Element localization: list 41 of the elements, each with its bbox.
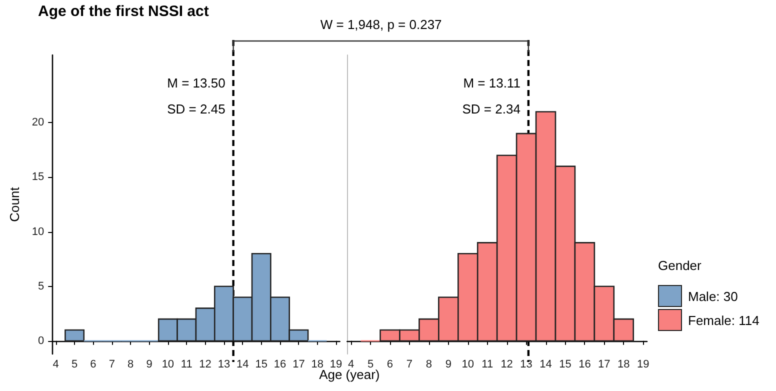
x-tick-label: 14 bbox=[540, 358, 552, 370]
x-tick-label: 9 bbox=[146, 358, 152, 370]
x-tick-label: 4 bbox=[52, 358, 59, 370]
x-tick-label: 19 bbox=[636, 358, 650, 370]
y-tick-label: 10 bbox=[32, 226, 44, 238]
x-tick-label: 9 bbox=[445, 358, 452, 370]
chart-title: Age of the first NSSI act bbox=[38, 3, 209, 20]
x-tick-label: 5 bbox=[71, 358, 78, 370]
text: W = 1,948, p = 0.237 bbox=[320, 17, 442, 32]
x-tick-label: 11 bbox=[180, 358, 192, 370]
x-tick-label: 15 bbox=[559, 358, 572, 370]
y-tick-label: 5 bbox=[38, 280, 44, 292]
x-tick-label: 11 bbox=[482, 358, 494, 370]
x-tick-label: 16 bbox=[578, 358, 591, 370]
y-tick-label: 20 bbox=[32, 116, 44, 129]
y-axis-title: Count bbox=[7, 186, 22, 222]
legend-label: Female: 114 bbox=[688, 312, 760, 328]
x-tick-label: 8 bbox=[426, 358, 432, 370]
x-tick-label: 18 bbox=[618, 358, 630, 370]
legend-title: Gender bbox=[658, 258, 702, 273]
x-tick-label: 8 bbox=[128, 358, 134, 370]
x-tick-label: 6 bbox=[90, 358, 96, 370]
x-tick-label: 7 bbox=[108, 358, 115, 370]
ref-line-label: M = 13.11 SD = 2.34 bbox=[462, 76, 520, 116]
x-tick-label: 6 bbox=[386, 358, 394, 370]
x-tick-label: 13 bbox=[520, 358, 532, 370]
ref-line-label: M = 13.50 SD = 2.45 bbox=[167, 76, 226, 116]
y-tick-label: 15 bbox=[32, 171, 44, 184]
x-tick-label: 16 bbox=[274, 358, 286, 370]
x-tick-label: 13 bbox=[218, 358, 230, 370]
x-tick-label: 15 bbox=[255, 358, 268, 370]
legend-label: Male: 30 bbox=[688, 288, 738, 304]
x-tick-label: 10 bbox=[462, 358, 474, 370]
x-tick-label: 10 bbox=[162, 358, 174, 370]
y-tick-label: 0 bbox=[38, 334, 44, 347]
x-tick-label: 7 bbox=[406, 358, 413, 370]
x-tick-label: 17 bbox=[292, 358, 305, 370]
x-tick-label: 12 bbox=[500, 358, 513, 370]
x-tick-label: 17 bbox=[598, 358, 610, 370]
x-tick-label: 14 bbox=[236, 358, 249, 370]
x-tick-label: 12 bbox=[199, 358, 212, 370]
